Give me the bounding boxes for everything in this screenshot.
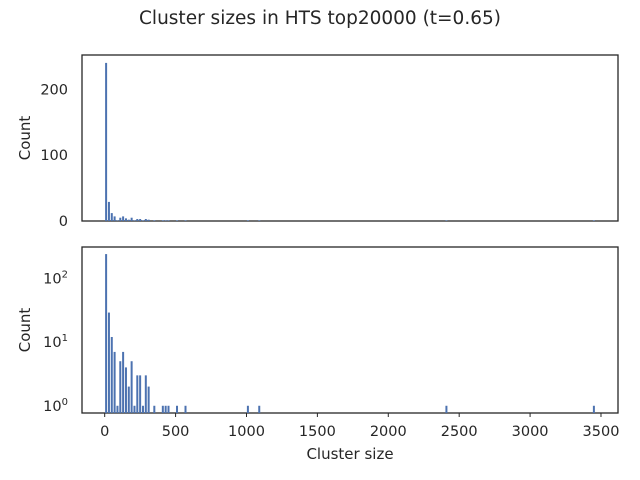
chart-title: Cluster sizes in HTS top20000 (t=0.65) <box>139 8 501 29</box>
histogram-bar <box>164 405 167 413</box>
top-panel-frame <box>81 54 619 222</box>
histogram-bar <box>144 375 147 413</box>
histogram-bar <box>127 386 130 413</box>
x-tick-label: 3000 <box>512 424 549 440</box>
histogram-bar <box>161 220 164 221</box>
histogram-bar <box>167 405 170 413</box>
bottom-panel-frame <box>81 246 619 414</box>
histogram-bar <box>246 405 249 413</box>
bottom-panel-y-ticks: 100 101 102 <box>43 269 68 414</box>
histogram-bar <box>113 351 116 413</box>
histogram-bar <box>184 220 187 221</box>
histogram-bar <box>445 220 448 221</box>
y-tick-label: 100 <box>43 397 68 415</box>
histogram-bar <box>136 375 139 413</box>
histogram-bar <box>258 220 261 221</box>
x-axis-ticks: 0 500 1000 1500 2000 2500 3000 3500 <box>100 413 619 440</box>
histogram-bar <box>122 216 125 221</box>
histogram-bar <box>124 367 127 413</box>
histogram-bar <box>119 361 122 413</box>
histogram-bar <box>136 219 139 221</box>
x-tick-label: 1500 <box>299 424 336 440</box>
histogram-bar <box>184 405 187 413</box>
histogram-bar <box>107 312 110 413</box>
histogram-bar <box>105 62 108 222</box>
histogram-bar <box>258 405 261 413</box>
histogram-bar <box>176 405 179 413</box>
histogram-bar <box>139 375 142 413</box>
histogram-bar <box>133 220 136 221</box>
histogram-bar <box>592 220 595 221</box>
histogram-bar <box>127 219 130 221</box>
x-tick-label: 1000 <box>228 424 265 440</box>
histogram-bar <box>116 405 119 413</box>
x-tick-label: 2500 <box>441 424 478 440</box>
top-panel-bars <box>105 62 595 222</box>
histogram-bar <box>116 220 119 221</box>
top-panel-y-axis-label: Count <box>16 116 34 161</box>
histogram-bar <box>445 405 448 413</box>
histogram-bar <box>141 220 144 221</box>
histogram-bar <box>167 220 170 221</box>
y-tick-label: 102 <box>43 269 68 287</box>
histogram-bar <box>105 254 108 413</box>
x-tick-label: 3500 <box>583 424 620 440</box>
histogram-bar <box>122 351 125 413</box>
histogram-bar <box>130 217 133 221</box>
bottom-panel-log: 100 101 102 0 500 1000 1500 2000 2500 3000 3500 C… <box>16 246 619 440</box>
x-tick-label: 0 <box>100 424 109 440</box>
histogram-bar <box>147 386 150 413</box>
top-panel-linear: 0 100 200 Count <box>16 54 619 230</box>
histogram-bar <box>124 218 127 221</box>
histogram-bar <box>107 201 110 221</box>
histogram-bar <box>147 219 150 221</box>
histogram-bar <box>110 213 113 221</box>
histogram-bar <box>113 216 116 221</box>
histogram-bar <box>153 220 156 221</box>
histogram-bar <box>110 336 113 413</box>
histogram-bar <box>139 219 142 221</box>
histogram-bar <box>153 405 156 413</box>
histogram-bar <box>119 217 122 221</box>
y-tick-label: 100 <box>40 148 68 164</box>
histogram-bar <box>592 405 595 413</box>
histogram-bar <box>246 220 249 221</box>
histogram-bar <box>176 220 179 221</box>
y-tick-label: 0 <box>59 214 68 230</box>
histogram-bar <box>141 405 144 413</box>
x-tick-label: 500 <box>162 424 190 440</box>
bottom-panel-bars <box>105 254 595 413</box>
histogram-bar <box>133 405 136 413</box>
x-axis-label: Cluster size <box>306 445 393 463</box>
y-tick-label: 101 <box>43 333 68 351</box>
y-tick-label: 200 <box>40 82 68 98</box>
top-panel-y-ticks: 0 100 200 <box>40 82 68 230</box>
histogram-bar <box>161 405 164 413</box>
x-tick-label: 2000 <box>370 424 407 440</box>
histogram-bar <box>130 361 133 413</box>
histogram-bar <box>164 220 167 221</box>
histogram-bar <box>144 219 147 221</box>
bottom-panel-y-axis-label: Count <box>16 308 34 353</box>
